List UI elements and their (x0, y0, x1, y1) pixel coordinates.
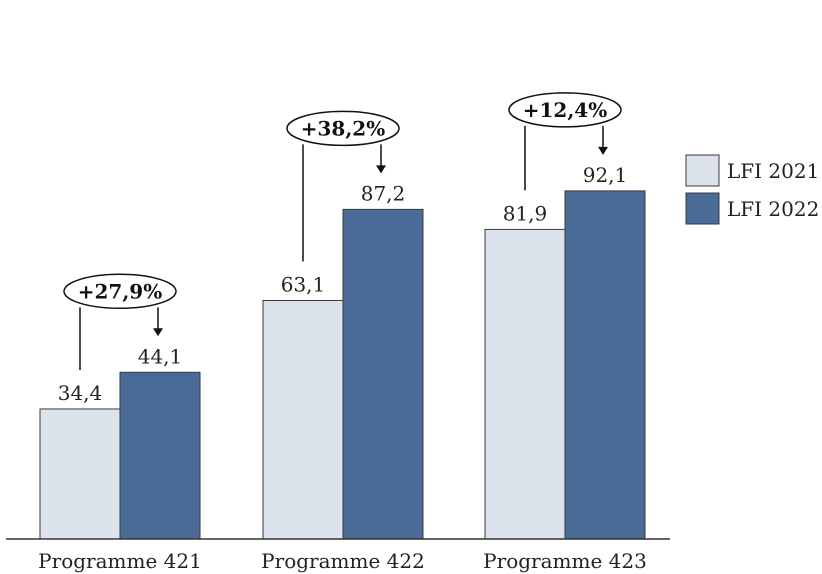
growth-label-1: +27,9% (78, 279, 162, 303)
value-label-2-1: 44,1 (138, 344, 183, 368)
growth-ellipse-1 (63, 273, 177, 310)
value-label-2-3: 92,1 (583, 163, 628, 187)
value-label-1-3: 81,9 (503, 201, 548, 225)
legend-label-2: LFI 2022 (727, 197, 819, 221)
x-tick-label-3: Programme 423 (483, 549, 647, 573)
legend-label-1: LFI 2021 (727, 159, 819, 183)
x-tick-label-1: Programme 421 (38, 549, 202, 573)
legend-swatch-1 (685, 154, 720, 187)
annotations-layer: +27,9% +38,2% +12,4% (63, 92, 622, 370)
growth-arrow-1 (153, 328, 163, 337)
bar-2-3 (564, 190, 646, 540)
growth-label-3: +12,4% (523, 98, 607, 122)
bar-1-1 (39, 408, 121, 540)
legend: LFI 2021 LFI 2022 (685, 154, 819, 225)
legend-swatch-2 (685, 192, 720, 225)
value-label-1-2: 63,1 (281, 272, 326, 296)
bar-2-2 (342, 208, 424, 540)
growth-ellipse-3 (508, 92, 622, 128)
value-label-2-2: 87,2 (361, 181, 406, 205)
x-tick-labels: Programme 421 Programme 422 Programme 423 (38, 549, 647, 573)
growth-ellipse-2 (286, 110, 400, 147)
bar-2-1 (119, 371, 201, 540)
growth-label-2: +38,2% (301, 116, 385, 140)
growth-arrow-2 (376, 165, 386, 174)
value-label-1-1: 34,4 (58, 381, 103, 405)
bar-1-3 (484, 228, 566, 540)
bars-layer: 34,4 44,1 63,1 87,2 81,9 92,1 (39, 163, 646, 540)
growth-arrow-3 (598, 146, 608, 155)
bar-1-2 (262, 299, 344, 540)
x-tick-label-2: Programme 422 (261, 549, 425, 573)
